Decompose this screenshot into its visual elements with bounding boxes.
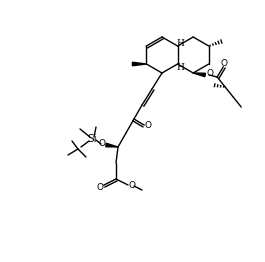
Text: O: O [99,139,105,149]
Polygon shape [106,143,118,147]
Polygon shape [132,62,146,66]
Text: O: O [129,182,135,190]
Text: O: O [96,183,104,192]
Text: Si: Si [87,134,97,144]
Text: H: H [177,63,184,73]
Text: O: O [207,69,214,79]
Text: O: O [221,58,228,68]
Polygon shape [193,73,205,77]
Text: H: H [177,39,184,47]
Text: O: O [144,122,152,130]
